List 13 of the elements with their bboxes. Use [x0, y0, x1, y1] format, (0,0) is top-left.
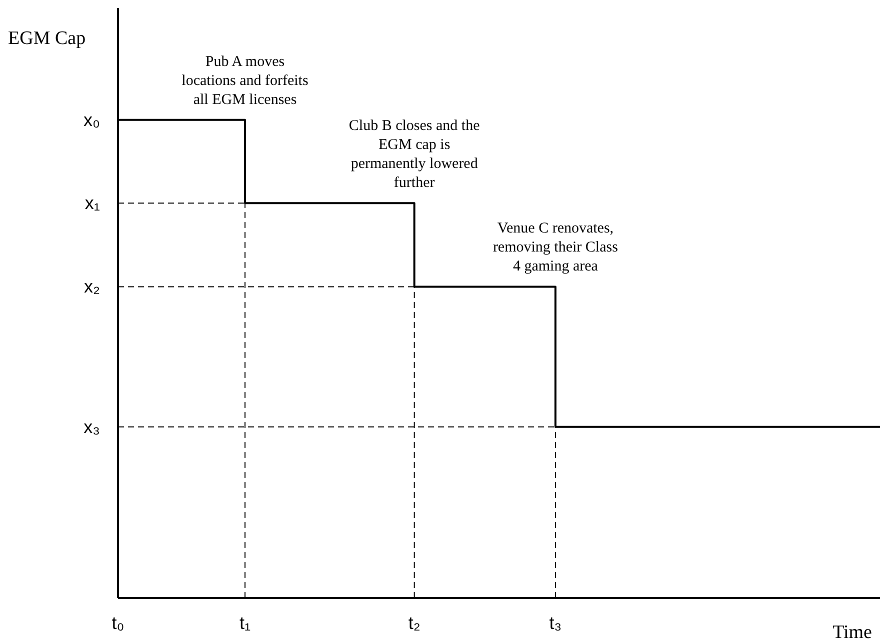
- annotation: Club B closes and the EGM cap is permanently lowered further: [348, 118, 480, 192]
- y-axis-title: EGM Cap: [8, 28, 86, 49]
- x-tick-label: t₀: [112, 612, 124, 633]
- x-axis-title: Time: [832, 622, 872, 642]
- annotation: Venue C renovates, removing their Class 4 gaming area: [492, 220, 618, 275]
- x-tick-label: t₁: [239, 612, 251, 633]
- text: x₃: [84, 416, 100, 437]
- x-tick-label: t₂: [408, 612, 420, 633]
- text: x₁: [84, 193, 100, 214]
- x-tick-label: t₃: [549, 612, 562, 633]
- annotation: Pub A moves locations and forfeits all EGM licenses: [182, 54, 308, 108]
- text: x₀: [84, 110, 100, 130]
- text: x₂: [84, 276, 100, 297]
